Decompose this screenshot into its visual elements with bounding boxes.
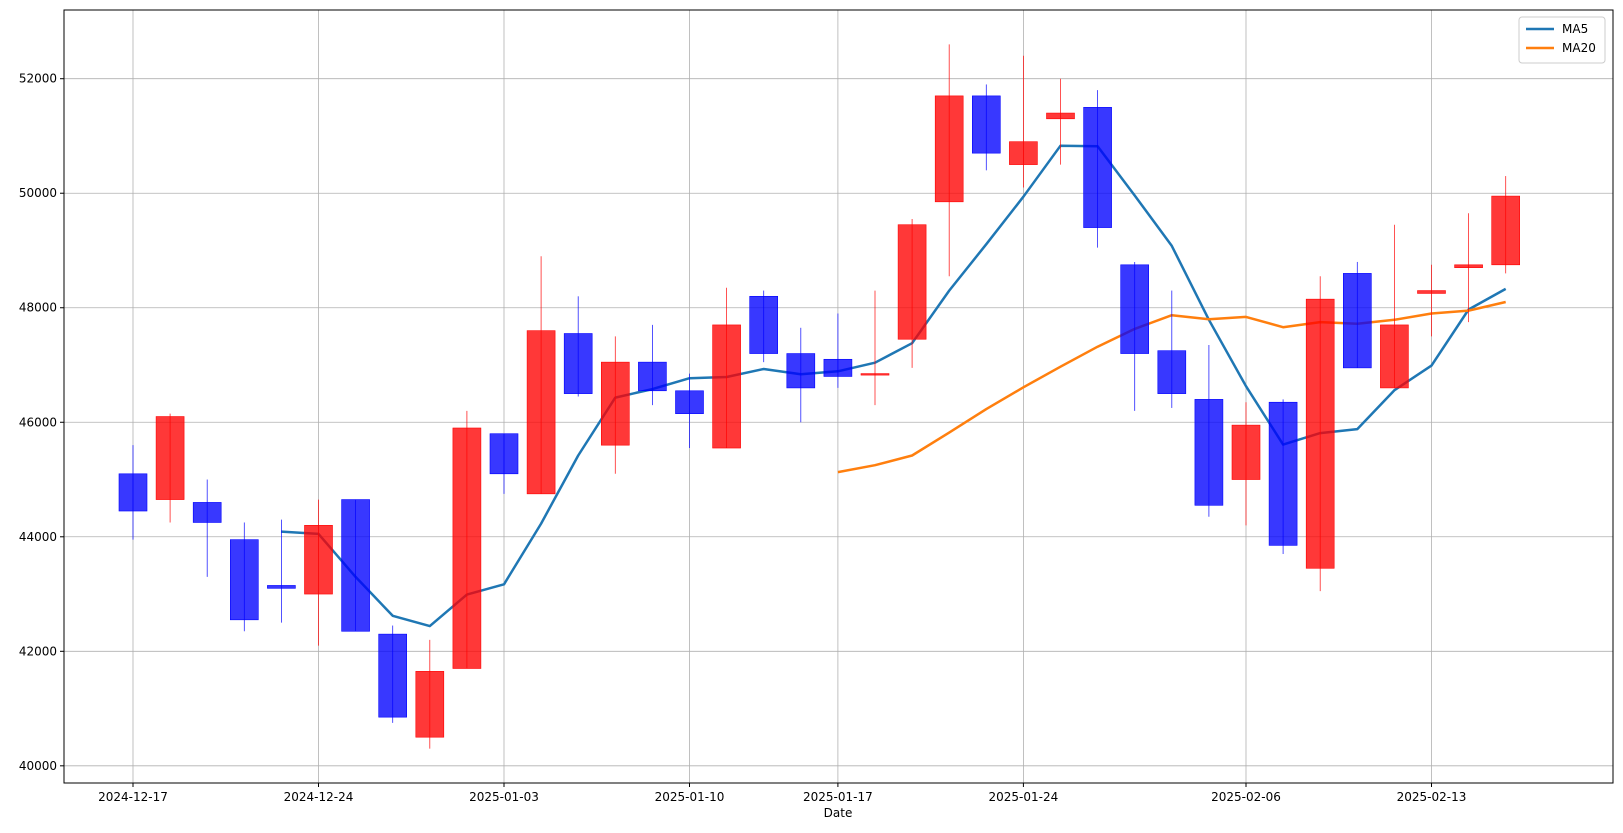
x-tick-label: 2025-01-24: [989, 790, 1059, 804]
legend-label-ma5: MA5: [1562, 22, 1588, 36]
candle-body: [860, 373, 890, 376]
plot-frame: [63, 9, 1614, 784]
candle-body: [600, 361, 630, 446]
candle-body: [1417, 290, 1446, 294]
candle-body: [1083, 107, 1112, 228]
candle-body: [1120, 264, 1149, 354]
candle-body: [304, 525, 333, 595]
candle-body: [415, 671, 445, 738]
candle-body: [675, 390, 704, 414]
candle-body: [1157, 350, 1187, 394]
candle-body: [489, 433, 519, 475]
candles: [118, 44, 1520, 749]
candle-body: [341, 499, 370, 632]
y-tick-label: 50000: [19, 186, 57, 200]
x-tick-label: 2025-01-03: [469, 790, 539, 804]
candle-body: [378, 633, 408, 718]
candle-body: [1046, 112, 1075, 120]
y-tick-label: 44000: [19, 530, 57, 544]
x-tick-label: 2024-12-17: [98, 790, 168, 804]
candle-body: [1231, 424, 1261, 480]
candle-body: [1305, 298, 1335, 569]
candle-body: [1268, 401, 1298, 546]
candle-body: [638, 361, 667, 392]
y-tick-label: 42000: [19, 644, 57, 658]
y-tick-label: 46000: [19, 415, 57, 429]
x-tick-label: 2025-02-06: [1211, 790, 1281, 804]
y-tick-label: 52000: [19, 72, 57, 86]
y-axis-ticks: 40000 42000 44000 46000 48000 50000 52000: [19, 72, 64, 773]
y-tick-label: 40000: [19, 759, 57, 773]
x-tick-label: 2025-02-13: [1397, 790, 1467, 804]
candle-body: [934, 95, 964, 203]
candle-body: [786, 353, 816, 389]
candle-body: [267, 585, 296, 589]
candle-body: [563, 333, 593, 394]
candle-body: [1009, 141, 1038, 165]
candle-body: [1343, 273, 1372, 369]
candle-body: [1491, 195, 1520, 266]
x-axis-ticks: 2024-12-17 2024-12-24 2025-01-03 2025-01-10…: [98, 783, 1466, 804]
x-tick-label: 2025-01-10: [655, 790, 725, 804]
x-axis-title: Date: [824, 806, 853, 820]
candle-body: [712, 324, 741, 449]
candle-body: [971, 95, 1001, 154]
candle-body: [749, 295, 779, 354]
candle-body: [452, 427, 482, 669]
x-tick-label: 2024-12-24: [284, 790, 354, 804]
candle-body: [526, 330, 556, 495]
candle-body: [897, 224, 927, 340]
legend: MA5 MA20: [1518, 16, 1606, 64]
legend-label-ma20: MA20: [1562, 41, 1596, 55]
candle-body: [230, 539, 259, 621]
candle-body: [118, 473, 148, 512]
x-tick-label: 2025-01-17: [803, 790, 873, 804]
ma-line-ma5: [281, 144, 1507, 628]
candle-body: [192, 502, 222, 523]
candle-body: [1380, 324, 1409, 389]
candle-body: [823, 358, 853, 377]
candle-body: [155, 416, 185, 500]
candle-body: [1194, 399, 1224, 506]
candle-body: [1454, 264, 1483, 268]
y-tick-label: 48000: [19, 301, 57, 315]
